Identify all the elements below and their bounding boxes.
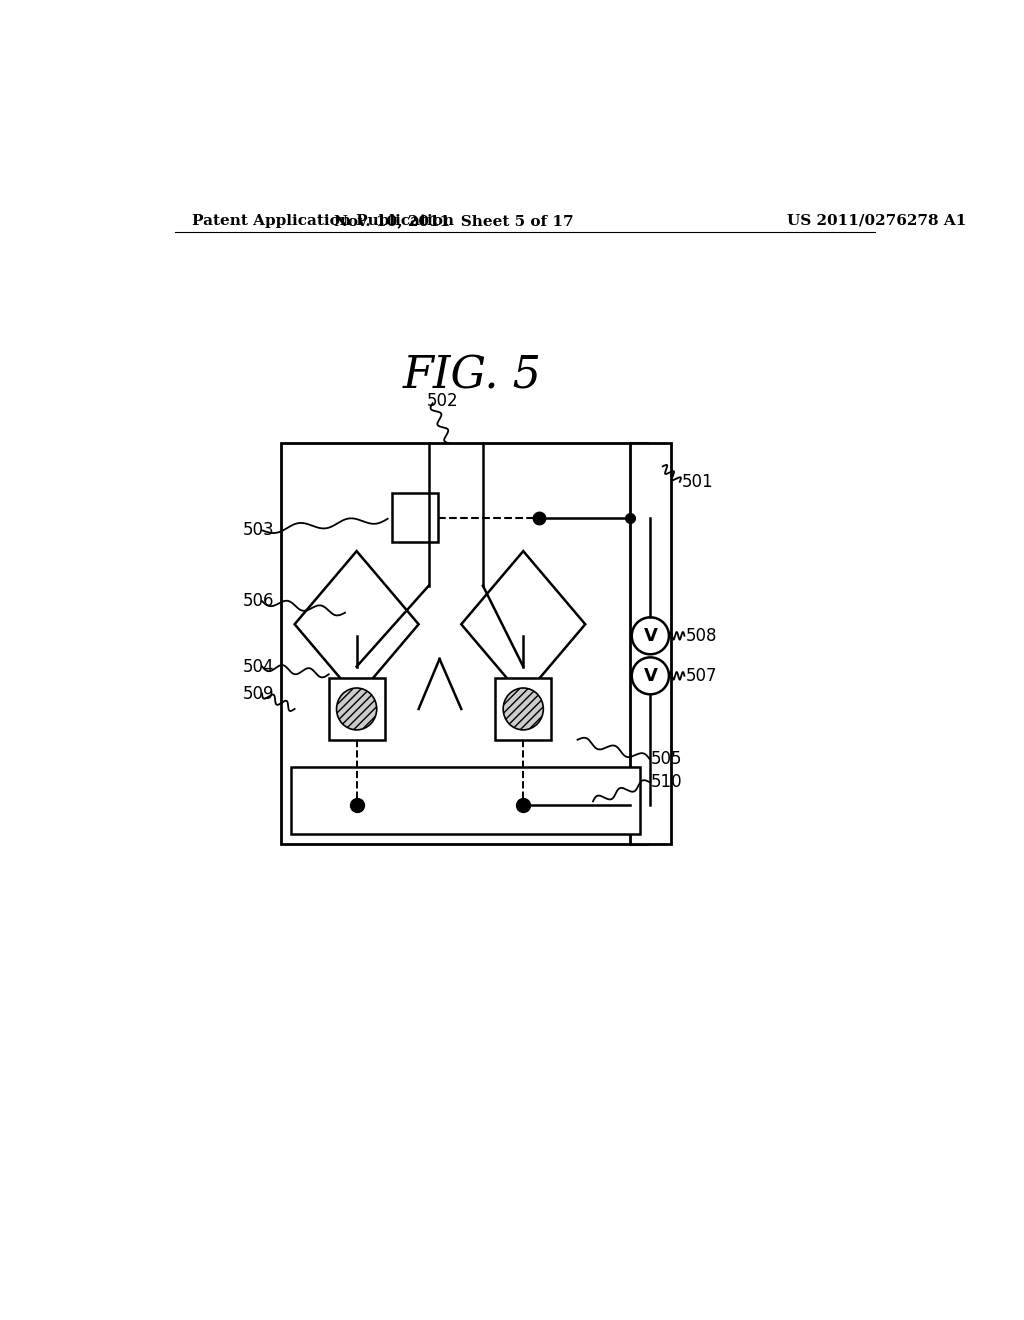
Circle shape [632,618,669,655]
Text: 504: 504 [243,657,274,676]
Text: 507: 507 [686,667,718,685]
Circle shape [632,657,669,694]
Text: 509: 509 [243,685,274,702]
Bar [329,678,385,739]
Bar [391,494,438,543]
Text: Nov. 10, 2011  Sheet 5 of 17: Nov. 10, 2011 Sheet 5 of 17 [334,214,573,228]
Text: FIG. 5: FIG. 5 [403,355,542,397]
Text: V: V [643,667,657,685]
Text: 505: 505 [651,750,683,768]
Text: Patent Application Publication: Patent Application Publication [191,214,454,228]
Text: 501: 501 [681,473,713,491]
Bar [291,767,640,834]
Ellipse shape [337,688,377,730]
Text: 506: 506 [243,593,274,610]
Bar [496,678,551,739]
Text: 508: 508 [686,627,718,644]
Text: 510: 510 [651,774,683,791]
Text: 503: 503 [243,521,274,540]
Bar [630,444,671,843]
Text: V: V [643,627,657,644]
Text: 502: 502 [426,392,458,409]
Text: US 2011/0276278 A1: US 2011/0276278 A1 [786,214,966,228]
Ellipse shape [503,688,544,730]
Bar [282,444,647,843]
